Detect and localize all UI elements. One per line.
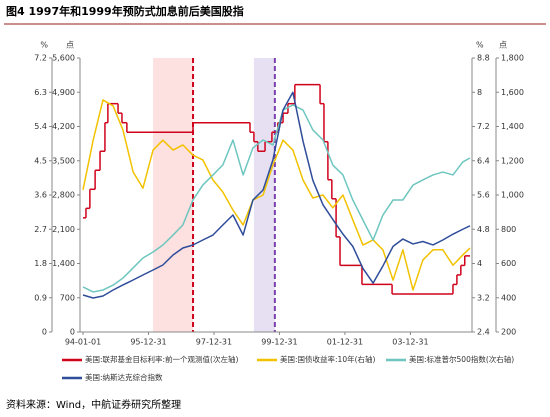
y-unit: % — [40, 41, 48, 50]
legend-label: 美国:联邦基金目标利率:前一个观测值(次左轴) — [85, 354, 238, 364]
y3-tick-label: 700 — [60, 293, 75, 302]
x-tick-label: 03-12-31 — [392, 338, 428, 347]
y-tick-label: 3.6 — [34, 191, 47, 200]
y4-tick-label: 1,400 — [501, 122, 524, 131]
legend-label: 美国:标准普尔500指数(次右轴) — [409, 354, 514, 364]
y4-tick-label: 1,200 — [501, 156, 524, 165]
x-tick-label: 94-01-01 — [65, 338, 101, 347]
y3-tick-label: 5,600 — [52, 54, 75, 63]
y4-tick-label: 1,600 — [501, 88, 524, 97]
y2-tick-label: 7.2 — [477, 122, 490, 131]
y-tick-label: 7.2 — [34, 54, 47, 63]
series-line — [82, 104, 471, 293]
y2-unit: % — [476, 41, 484, 50]
y2-tick-label: 8.8 — [477, 54, 490, 63]
y4-tick-label: 800 — [501, 225, 516, 234]
y4-tick-label: 600 — [501, 259, 516, 268]
x-tick-label: 99-12-31 — [261, 338, 297, 347]
shaded-region — [253, 58, 275, 332]
y3-tick-label: 0 — [70, 328, 75, 337]
source: 资料来源：Wind，中航证券研究所整理 — [6, 398, 181, 411]
y2-tick-label: 2.4 — [477, 328, 490, 337]
series-line — [82, 91, 471, 299]
chart-title: 图4 1997年和1999年预防式加息前后美国股指 — [6, 4, 244, 18]
x-tick-label: 97-12-31 — [196, 338, 232, 347]
y4-tick-label: 1,800 — [501, 54, 524, 63]
y3-unit: 点 — [66, 41, 74, 50]
y-tick-label: 5.4 — [34, 122, 47, 131]
legend-label: 美国:国债收益率:10年(右轴) — [280, 354, 376, 364]
y2-tick-label: 8 — [477, 88, 482, 97]
y3-tick-label: 2,800 — [52, 191, 75, 200]
y3-tick-label: 2,100 — [52, 225, 75, 234]
shaded-region — [153, 58, 194, 332]
y-tick-label: 2.7 — [34, 225, 47, 234]
y-tick-label: 4.5 — [34, 156, 47, 165]
y-tick-label: 0.9 — [34, 293, 47, 302]
y-tick-label: 1.8 — [34, 259, 47, 268]
y-tick-label: 0 — [42, 328, 47, 337]
y2-tick-label: 5.6 — [477, 191, 490, 200]
series-line — [82, 99, 471, 291]
y3-tick-label: 3,500 — [52, 156, 75, 165]
y4-tick-label: 200 — [501, 328, 516, 337]
y2-tick-label: 4.8 — [477, 225, 490, 234]
x-tick-label: 95-12-31 — [130, 338, 166, 347]
y-tick-label: 6.3 — [34, 88, 47, 97]
y2-tick-label: 4 — [477, 259, 482, 268]
y4-tick-label: 400 — [501, 293, 516, 302]
y2-tick-label: 3.2 — [477, 293, 490, 302]
y3-tick-label: 4,900 — [52, 88, 75, 97]
y3-tick-label: 4,200 — [52, 122, 75, 131]
y4-tick-label: 1,000 — [501, 191, 524, 200]
y4-unit: 点 — [499, 41, 507, 50]
y2-tick-label: 6.4 — [477, 156, 490, 165]
legend-label: 美国:纳斯达克综合指数 — [85, 372, 163, 382]
y3-tick-label: 1,400 — [52, 259, 75, 268]
x-tick-label: 01-12-31 — [327, 338, 363, 347]
